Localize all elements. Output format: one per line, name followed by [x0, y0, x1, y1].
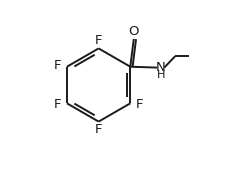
Text: F: F	[54, 98, 61, 111]
Text: F: F	[94, 123, 102, 136]
Text: O: O	[128, 25, 139, 38]
Text: H: H	[156, 70, 164, 80]
Text: F: F	[135, 98, 143, 111]
Text: F: F	[94, 34, 102, 47]
Text: N: N	[155, 61, 165, 74]
Text: F: F	[54, 59, 61, 72]
